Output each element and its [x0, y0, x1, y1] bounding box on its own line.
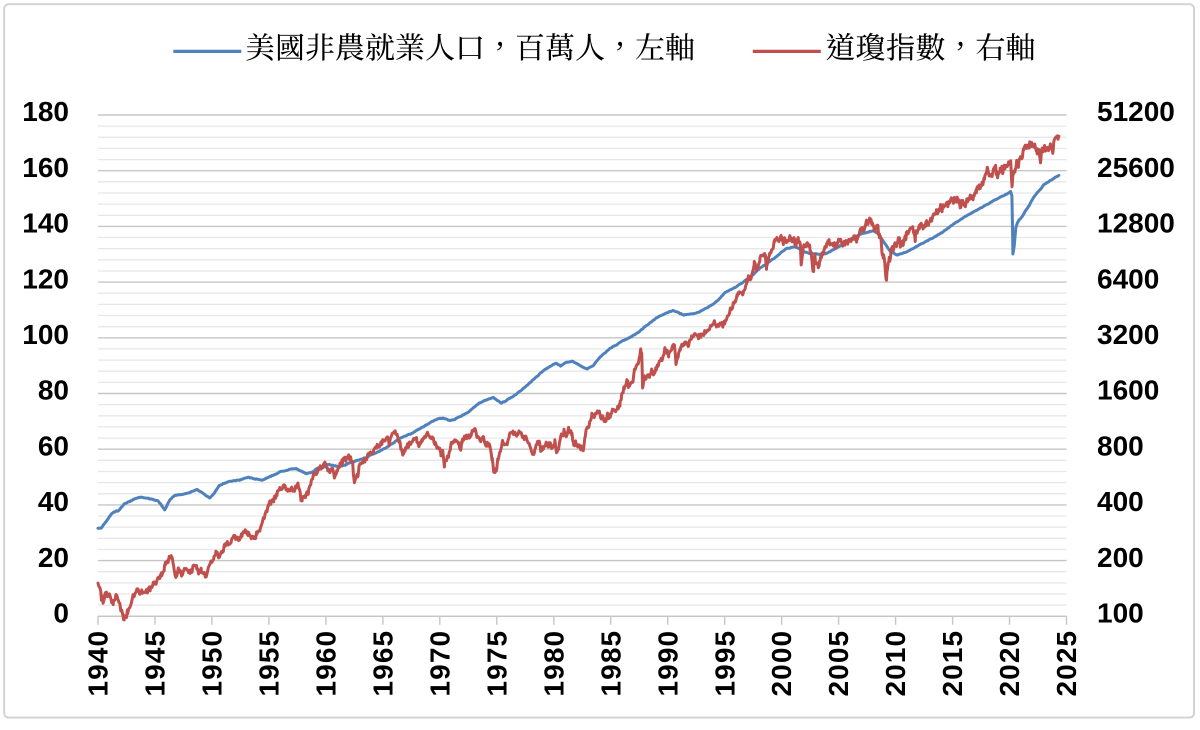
svg-text:100: 100 [1097, 598, 1144, 629]
svg-text:400: 400 [1097, 486, 1144, 517]
svg-text:60: 60 [38, 430, 69, 461]
svg-text:25600: 25600 [1097, 152, 1175, 183]
svg-text:120: 120 [22, 263, 69, 294]
svg-text:1945: 1945 [140, 630, 171, 697]
svg-text:180: 180 [22, 96, 69, 127]
svg-text:2025: 2025 [1051, 630, 1082, 697]
svg-text:12800: 12800 [1097, 208, 1175, 239]
svg-text:200: 200 [1097, 542, 1144, 573]
svg-text:2020: 2020 [994, 630, 1025, 697]
svg-text:1975: 1975 [481, 630, 512, 697]
svg-text:140: 140 [22, 208, 69, 239]
svg-text:1990: 1990 [652, 630, 683, 697]
svg-text:1960: 1960 [311, 630, 342, 697]
svg-text:1965: 1965 [368, 630, 399, 697]
svg-text:40: 40 [38, 486, 69, 517]
svg-text:160: 160 [22, 152, 69, 183]
svg-text:1600: 1600 [1097, 375, 1159, 406]
svg-text:6400: 6400 [1097, 263, 1159, 294]
svg-text:80: 80 [38, 375, 69, 406]
svg-text:2005: 2005 [823, 630, 854, 697]
svg-text:1980: 1980 [538, 630, 569, 697]
svg-text:1985: 1985 [595, 630, 626, 697]
svg-text:1955: 1955 [254, 630, 285, 697]
svg-text:2000: 2000 [766, 630, 797, 697]
svg-text:3200: 3200 [1097, 319, 1159, 350]
svg-text:1970: 1970 [424, 630, 455, 697]
svg-text:2015: 2015 [937, 630, 968, 697]
svg-text:0: 0 [53, 598, 69, 629]
svg-text:2010: 2010 [880, 630, 911, 697]
svg-text:800: 800 [1097, 430, 1144, 461]
svg-text:1995: 1995 [709, 630, 740, 697]
svg-text:1950: 1950 [197, 630, 228, 697]
svg-text:100: 100 [22, 319, 69, 350]
svg-text:51200: 51200 [1097, 96, 1175, 127]
svg-text:20: 20 [38, 542, 69, 573]
svg-text:1940: 1940 [83, 630, 114, 697]
